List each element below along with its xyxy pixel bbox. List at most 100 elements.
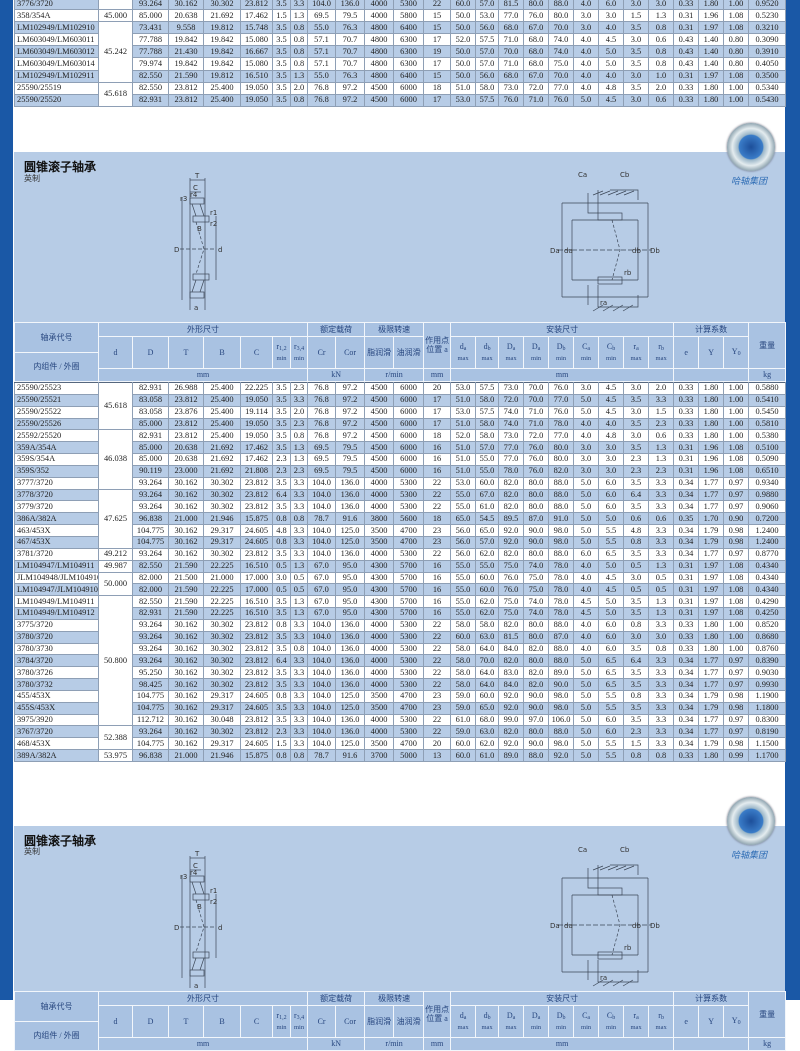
- cell-Cor: 136.0: [335, 630, 365, 644]
- cell-grease-speed: 4300: [364, 571, 394, 585]
- cell-weight: 0.3090: [748, 33, 786, 47]
- cell-oil-speed: 6000: [393, 429, 424, 443]
- cell-r34: 0.5: [290, 583, 308, 597]
- cell-Cor: 95.0: [335, 571, 365, 585]
- cell-r12: 3.5: [272, 417, 291, 431]
- cell-Y0: 0.98: [723, 701, 749, 715]
- cell-weight: 0.5340: [748, 81, 786, 95]
- header-da: da max: [450, 1005, 477, 1038]
- cell-d: 45.242: [98, 21, 133, 83]
- cell-oil-speed: 5300: [393, 642, 424, 656]
- cell-rb: 3.3: [648, 654, 674, 668]
- cell-da: 52.0: [450, 33, 476, 47]
- cell-Ca: 4.0: [573, 33, 599, 47]
- cell-B: 29.317: [203, 689, 241, 703]
- cell-Cr: 104.0: [307, 630, 336, 644]
- cell-Da-max: 76.0: [498, 571, 524, 585]
- cell-D: 93.264: [132, 618, 169, 632]
- cell-Cr: 57.1: [307, 33, 336, 47]
- cell-Cor: 136.0: [335, 0, 365, 11]
- cell-r12: 0.8: [272, 618, 291, 632]
- cell-Cr: 104.0: [307, 654, 336, 668]
- cell-Y: 1.80: [698, 93, 724, 107]
- outer-ring-top: [189, 875, 205, 883]
- cell-Cor: 97.2: [335, 93, 365, 107]
- cell-e: 0.33: [673, 81, 699, 95]
- cell-Y0: 0.90: [723, 512, 749, 526]
- cell-T: 23.812: [168, 81, 204, 95]
- cell-weight: 0.4340: [748, 571, 786, 585]
- cell-oil-speed: 5300: [393, 713, 424, 727]
- cell-D: 90.119: [132, 464, 169, 478]
- cell-e: 0.33: [673, 429, 699, 443]
- cell-weight: 0.4290: [748, 595, 786, 609]
- cell-oil-speed: 5300: [393, 618, 424, 632]
- cell-C: 23.812: [240, 476, 273, 490]
- cell-oil-speed: 5700: [393, 607, 424, 620]
- cell-code: 3781/3720: [14, 547, 99, 561]
- cell-d: 52.388: [98, 725, 133, 751]
- cell-Cb: 5.5: [598, 737, 624, 751]
- header-Damin: Da min: [523, 336, 550, 369]
- cell-rb: 3.3: [648, 678, 674, 691]
- cell-Da-max: 78.0: [498, 464, 524, 478]
- cell-Cb: 6.0: [598, 618, 624, 632]
- cell-Cb: 4.5: [598, 93, 624, 107]
- cell-Da-max: 72.0: [498, 393, 524, 407]
- cell-Da-min: 82.0: [523, 642, 549, 656]
- cell-code: 358/354A: [14, 9, 99, 23]
- cell-Y0: 1.08: [723, 607, 749, 620]
- cell-db: 57.0: [475, 441, 499, 455]
- cell-D: 104.775: [132, 689, 169, 703]
- cell-rb: 1.3: [648, 595, 674, 609]
- cell-Cor: 136.0: [335, 654, 365, 668]
- label-rb: rb: [624, 944, 632, 952]
- cell-d: 49.212: [98, 547, 133, 561]
- cell-a: 15: [423, 69, 451, 83]
- cell-weight: 0.9880: [748, 488, 786, 502]
- cell-r34: 2.0: [290, 405, 308, 419]
- cell-T: 30.162: [168, 689, 204, 703]
- cell-B: 25.400: [203, 93, 241, 107]
- cell-ra: 0.5: [623, 583, 649, 597]
- cell-da: 51.0: [450, 464, 476, 478]
- cell-C: 24.605: [240, 701, 273, 715]
- cell-Ca: 5.0: [573, 524, 599, 537]
- cell-oil-speed: 5300: [393, 488, 424, 502]
- cell-grease-speed: 4000: [364, 0, 394, 11]
- cell-ra: 3.5: [623, 678, 649, 691]
- cell-code: LM104947/JLM104910: [14, 583, 99, 597]
- cell-oil-speed: 4700: [393, 737, 424, 751]
- cell-B: 21.946: [203, 512, 241, 526]
- cell-C: 23.812: [240, 725, 273, 739]
- cell-rb: 3.3: [648, 547, 674, 561]
- table-row: 25592/25520 46.038 82.931 23.812 25.400 19.05…: [14, 429, 786, 490]
- cell-r34: 0.8: [290, 21, 308, 35]
- cell-T: 19.842: [168, 33, 204, 47]
- label-a: a: [194, 304, 198, 312]
- cell-Da-max: 92.0: [498, 535, 524, 549]
- cell-Ca: 4.0: [573, 69, 599, 83]
- cell-weight: 0.4340: [748, 559, 786, 573]
- header-rb: rb max: [648, 336, 675, 369]
- unit-factors: [673, 1036, 750, 1051]
- header-e: e: [673, 1005, 700, 1038]
- header-Damin: Da min: [523, 1005, 550, 1038]
- cell-e: 0.33: [673, 417, 699, 431]
- unit-weight: kg: [748, 367, 787, 383]
- cell-B: 30.048: [203, 713, 241, 727]
- cell-db: 68.0: [475, 713, 499, 727]
- cell-rb: 1.3: [648, 441, 674, 455]
- cell-Da-min: 72.0: [523, 81, 549, 95]
- cell-T: 21.590: [168, 559, 204, 573]
- cell-rb: 2.3: [648, 417, 674, 431]
- header-Y: Y: [698, 336, 725, 369]
- cell-Cb: 4.0: [598, 417, 624, 431]
- cell-Y: 1.80: [698, 429, 724, 443]
- header-load-center: 作用点位置 a: [423, 991, 452, 1038]
- cell-weight: 0.9520: [748, 0, 786, 11]
- cell-db: 65.0: [475, 524, 499, 537]
- cell-da: 51.0: [450, 81, 476, 95]
- cell-Da-max: 83.0: [498, 666, 524, 680]
- cell-code: 3780/3730: [14, 642, 99, 656]
